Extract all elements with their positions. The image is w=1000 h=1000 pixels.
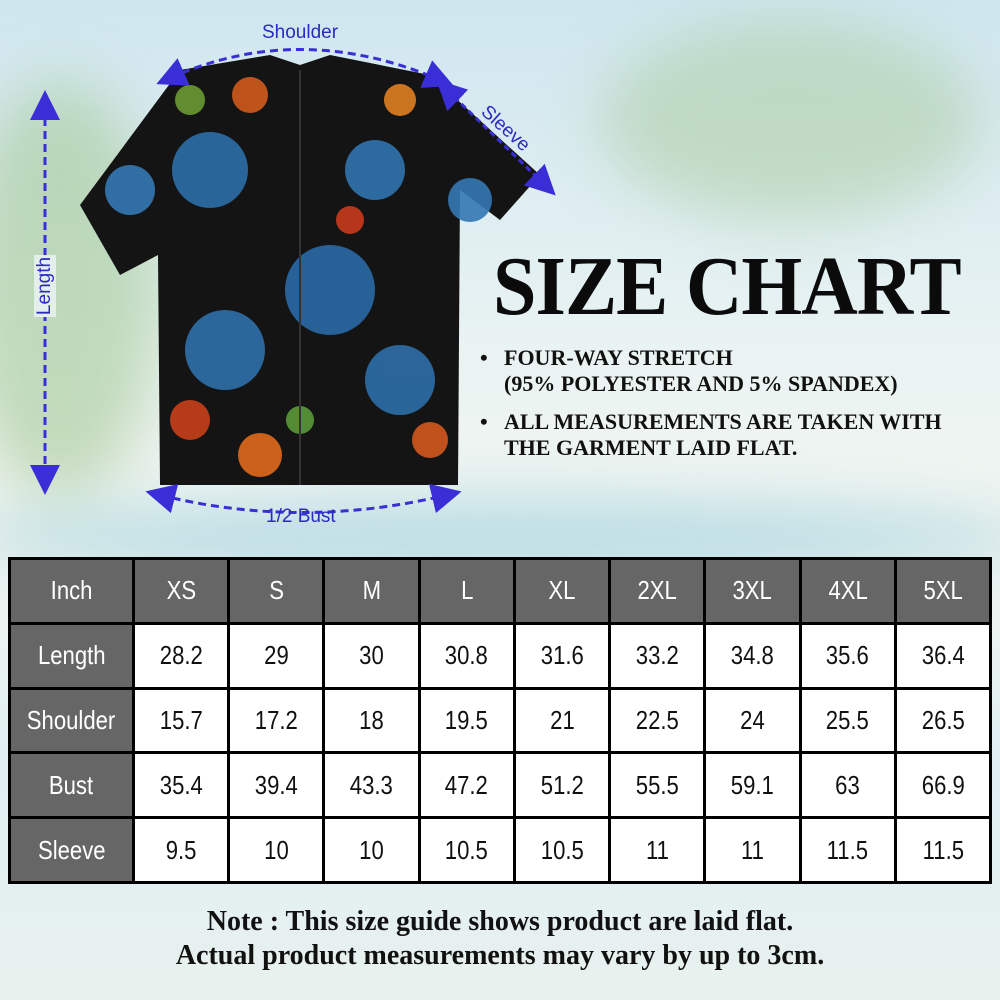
size-header: M (322, 557, 421, 625)
feature-text: (95% POLYESTER AND 5% SPANDEX) (504, 371, 898, 396)
length-label: Length (34, 254, 57, 318)
bust-label: 1/2 Bust (266, 506, 336, 527)
table-cell: 59.1 (703, 751, 802, 820)
bg-palm (600, 20, 980, 220)
corner-cell: Inch (8, 557, 135, 625)
note-line: Actual product measurements may vary by … (175, 940, 825, 971)
table-cell: 43.3 (322, 751, 421, 820)
table-cell: 35.4 (131, 751, 231, 820)
table-cell: 15.7 (131, 686, 231, 755)
table-cell: 25.5 (798, 686, 897, 755)
table-cell: 34.8 (703, 621, 802, 690)
size-header: S (227, 557, 326, 625)
table-cell: 11.5 (798, 816, 897, 884)
size-header: 2XL (608, 557, 707, 625)
size-header: 4XL (798, 557, 897, 625)
table-cell: 11 (608, 816, 707, 884)
table-cell: 24 (703, 686, 802, 755)
row-label: Sleeve (8, 816, 135, 884)
table-cell: 9.5 (131, 816, 231, 884)
table-cell: 39.4 (227, 751, 326, 820)
table-cell: 10 (227, 816, 326, 884)
table-cell: 31.6 (512, 621, 612, 690)
note: Note : This size guide shows product are… (0, 905, 1000, 973)
feature-list: • FOUR-WAY STRETCH (95% POLYESTER AND 5% S… (480, 345, 942, 473)
page-title: SIZE CHART (493, 240, 962, 333)
size-header: XL (512, 557, 612, 625)
table-cell: 30 (322, 621, 421, 690)
table-row: Sleeve 9.5 10 10 10.5 10.5 11 11 11.5 11.5 (8, 816, 993, 884)
table-cell: 36.4 (893, 621, 993, 690)
size-header: 5XL (893, 557, 993, 625)
table-cell: 19.5 (417, 686, 516, 755)
shirt-diagram (30, 48, 556, 514)
table-cell: 30.8 (417, 621, 516, 690)
table-cell: 35.6 (798, 621, 897, 690)
table-cell: 10.5 (512, 816, 612, 884)
row-label: Bust (8, 751, 135, 820)
table-cell: 22.5 (608, 686, 707, 755)
feature-text: THE GARMENT LAID FLAT. (504, 435, 798, 460)
size-header: XS (131, 557, 231, 625)
table-cell: 18 (322, 686, 421, 755)
shoulder-arrow (156, 48, 454, 88)
table-cell: 33.2 (608, 621, 707, 690)
bust-arrow (145, 483, 462, 514)
size-table: Inch XS S M L XL 2XL 3XL 4XL 5XL Length 28.2 29 30 3… (8, 557, 993, 884)
sleeve-arrow (436, 79, 556, 196)
table-cell: 63 (798, 751, 897, 820)
table-cell: 28.2 (131, 621, 231, 690)
note-line: Note : This size guide shows product are… (206, 906, 794, 937)
table-cell: 26.5 (893, 686, 993, 755)
table-cell: 29 (227, 621, 326, 690)
shoulder-label: Shoulder (262, 22, 339, 43)
table-cell: 10 (322, 816, 421, 884)
table-header-row: Inch XS S M L XL 2XL 3XL 4XL 5XL (8, 557, 993, 625)
table-cell: 51.2 (512, 751, 612, 820)
feature-item: • ALL MEASUREMENTS ARE TAKEN WITH THE GARM… (480, 409, 942, 460)
row-label: Shoulder (8, 686, 135, 755)
table-row: Shoulder 15.7 17.2 18 19.5 21 22.5 24 25.5 26.5 (8, 686, 993, 755)
table-cell: 10.5 (417, 816, 516, 884)
row-label: Length (8, 621, 135, 690)
size-header: L (417, 557, 516, 625)
feature-text: FOUR-WAY STRETCH (504, 345, 733, 370)
table-cell: 66.9 (893, 751, 993, 820)
table-row: Bust 35.4 39.4 43.3 47.2 51.2 55.5 59.1 63 66.9 (8, 751, 993, 820)
table-cell: 55.5 (608, 751, 707, 820)
feature-text: ALL MEASUREMENTS ARE TAKEN WITH (504, 409, 942, 434)
shirt-pattern (105, 77, 492, 477)
table-cell: 17.2 (227, 686, 326, 755)
feature-item: • FOUR-WAY STRETCH (95% POLYESTER AND 5% S… (480, 345, 898, 396)
size-header: 3XL (703, 557, 802, 625)
table-cell: 47.2 (417, 751, 516, 820)
table-row: Length 28.2 29 30 30.8 31.6 33.2 34.8 35.6 36.4 (8, 621, 993, 690)
table-cell: 11.5 (893, 816, 993, 884)
table-cell: 21 (512, 686, 612, 755)
table-cell: 11 (703, 816, 802, 884)
